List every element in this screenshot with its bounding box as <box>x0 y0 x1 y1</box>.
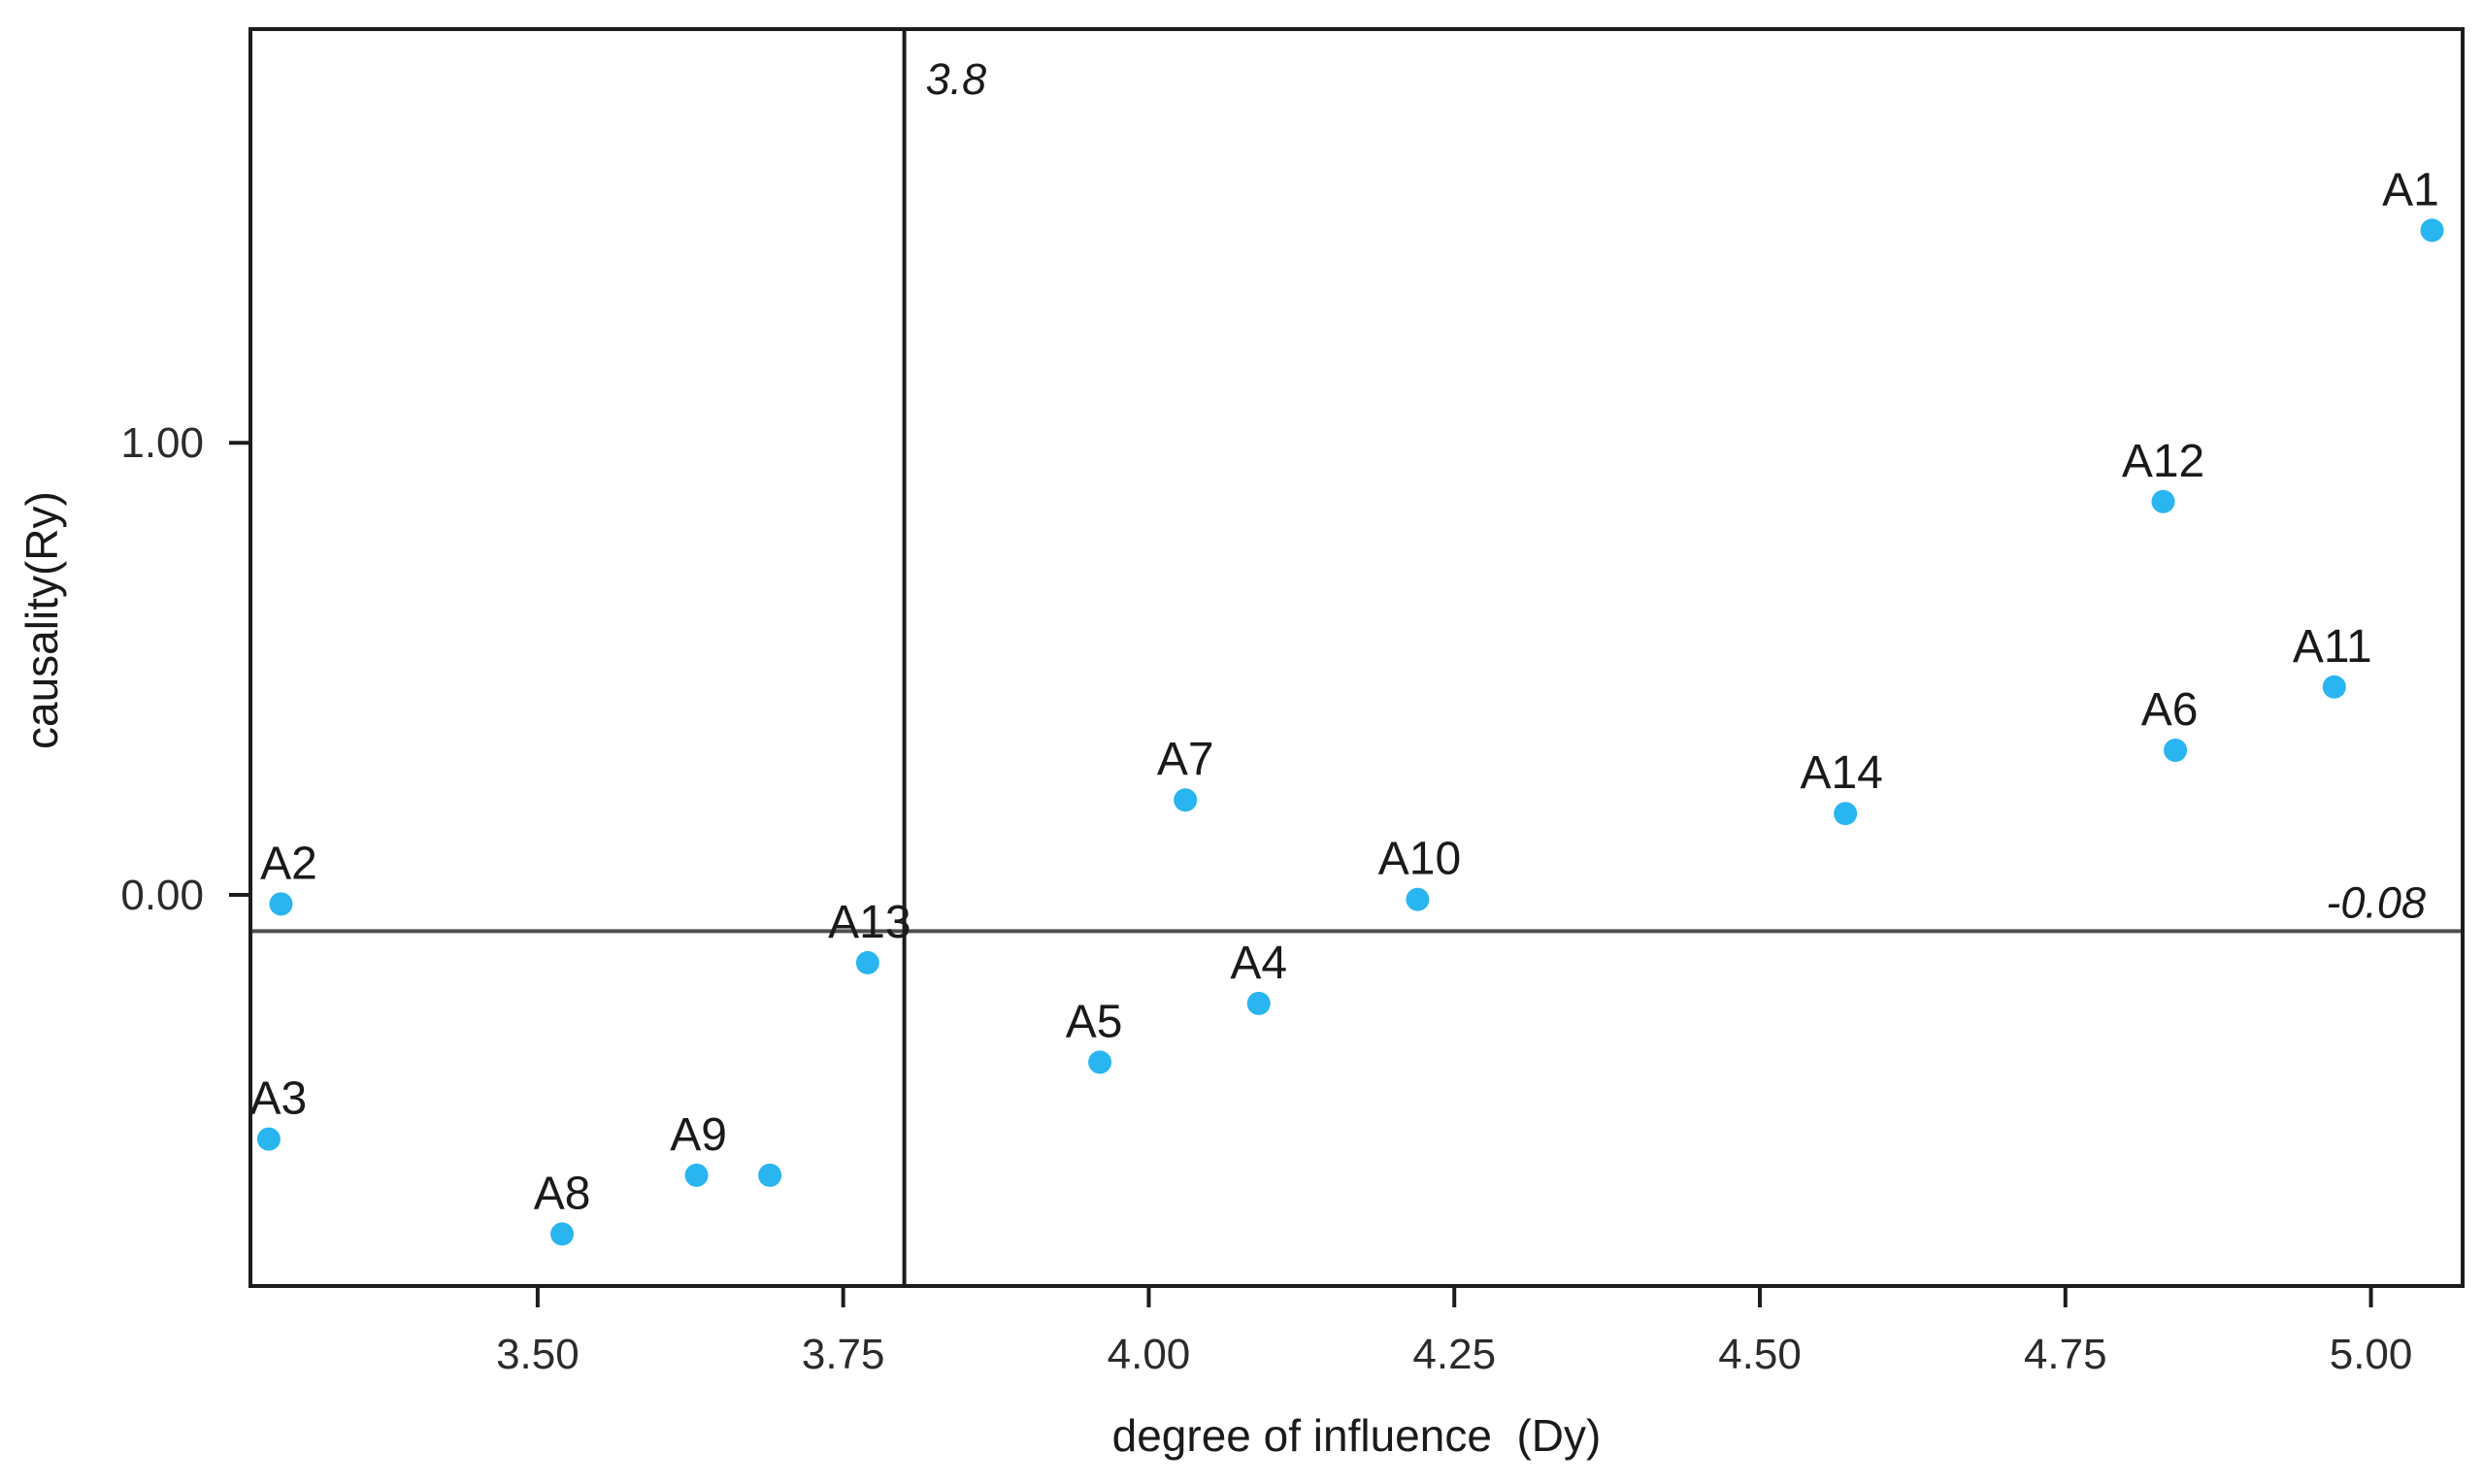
y-tick-label: 0.00 <box>120 872 204 919</box>
vline-value-label: 3.8 <box>926 54 987 104</box>
data-point <box>758 1163 782 1187</box>
data-point <box>1246 991 1271 1015</box>
point-label: A11 <box>2293 621 2372 673</box>
data-point <box>2420 218 2444 243</box>
data-point <box>269 892 293 916</box>
data-point <box>2322 675 2346 699</box>
x-tick-label: 3.75 <box>802 1331 885 1378</box>
x-tick-label: 4.75 <box>2024 1331 2107 1378</box>
x-axis-title: degree of influence (Dy) <box>1111 1410 1602 1461</box>
point-label: A7 <box>1157 734 1214 785</box>
x-tick-label: 4.00 <box>1108 1331 1191 1378</box>
data-point <box>1088 1050 1112 1074</box>
point-label: A13 <box>828 897 910 948</box>
x-tick-label: 4.50 <box>1718 1331 1802 1378</box>
y-tick-label: 1.00 <box>120 419 204 467</box>
hline-value-label: -0.08 <box>2326 877 2426 927</box>
point-label: A2 <box>260 838 317 889</box>
x-tick-label: 5.00 <box>2330 1331 2413 1378</box>
point-label: A14 <box>1800 747 1882 799</box>
point-label: A5 <box>1066 996 1123 1047</box>
point-label: A3 <box>250 1073 308 1125</box>
data-point <box>684 1163 709 1187</box>
data-point <box>1406 887 1430 911</box>
data-point <box>2164 738 2188 762</box>
data-point <box>2151 489 2175 513</box>
point-label: A10 <box>1378 834 1461 885</box>
point-label: A9 <box>670 1109 727 1161</box>
point-label: A6 <box>2141 684 2199 736</box>
point-label: A1 <box>2382 164 2439 215</box>
data-point <box>550 1222 575 1246</box>
point-label: A4 <box>1230 938 1287 989</box>
plot-border <box>248 27 2465 1288</box>
data-point <box>256 1127 281 1151</box>
data-point <box>1174 788 1198 812</box>
data-point <box>855 950 879 974</box>
x-tick-label: 3.50 <box>496 1331 579 1378</box>
y-axis-title: causality(Ry) <box>17 491 67 749</box>
data-point <box>1834 802 1858 826</box>
point-label: A8 <box>534 1168 591 1219</box>
point-label: A12 <box>2122 436 2204 487</box>
x-tick-label: 4.25 <box>1412 1331 1496 1378</box>
